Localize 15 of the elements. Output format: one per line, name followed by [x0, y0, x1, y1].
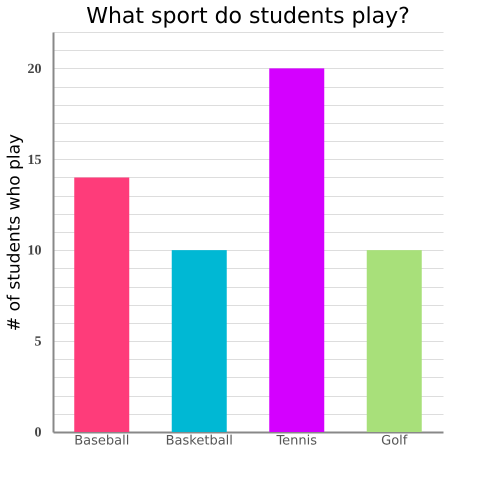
chart-title: What sport do students play?	[86, 4, 410, 29]
x-tick-label: Tennis	[275, 434, 318, 448]
bar	[172, 250, 227, 432]
x-tick-label: Baseball	[74, 434, 130, 448]
bar	[366, 250, 422, 432]
y-axis-title: # of students who play	[4, 134, 24, 332]
y-tick-label: 15	[28, 152, 42, 168]
x-tick-label: Golf	[381, 434, 408, 448]
bar	[74, 177, 130, 432]
bar	[269, 68, 324, 432]
y-tick-label: 5	[34, 334, 42, 350]
y-tick-label: 0	[34, 426, 42, 440]
y-tick-label: 20	[28, 62, 42, 77]
x-tick-label: Basketball	[166, 434, 233, 448]
y-tick-label: 10	[28, 244, 42, 259]
